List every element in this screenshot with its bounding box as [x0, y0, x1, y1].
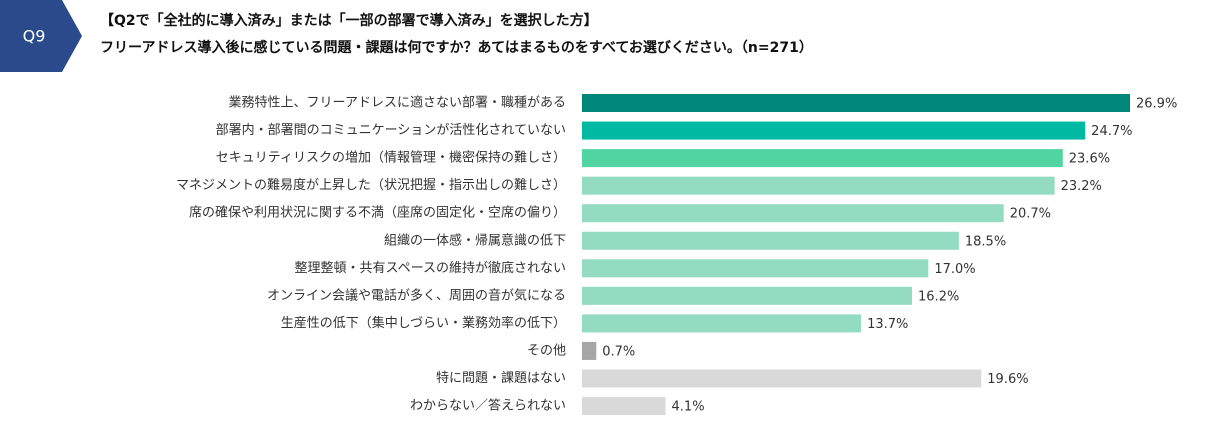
- bar: [582, 286, 913, 305]
- category-label: 整理整頓・共有スペースの維持が徹底されない: [295, 260, 566, 276]
- value-label: 13.7%: [867, 317, 908, 332]
- category-label: セキュリティリスクの増加（情報管理・機密保持の難しさ）: [216, 150, 566, 166]
- bar: [582, 397, 666, 416]
- value-label: 16.2%: [918, 289, 959, 304]
- chart-subtitle: フリーアドレス導入後に感じている問題・課題は何ですか？あてはまるものをすべてお選…: [100, 39, 813, 56]
- question-number: Q9: [23, 27, 46, 46]
- bar: [582, 231, 959, 250]
- category-label: その他: [527, 343, 566, 358]
- value-label: 23.2%: [1061, 179, 1102, 194]
- value-label: 4.1%: [672, 400, 705, 415]
- category-label: マネジメントの難易度が上昇した（状況把握・指示出しの難しさ）: [176, 177, 566, 193]
- category-label: オンライン会議や電話が多く、周囲の音が気になる: [267, 287, 566, 303]
- value-label: 20.7%: [1010, 207, 1051, 222]
- category-label: 業務特性上、フリーアドレスに適さない部署・職種がある: [229, 95, 566, 111]
- category-label: 生産性の低下（集中しづらい・業務効率の低下）: [281, 315, 566, 331]
- category-label: 部署内・部署間のコミュニケーションが活性化されていない: [216, 122, 566, 138]
- bar: [582, 341, 597, 360]
- bar: [582, 121, 1086, 140]
- value-label: 0.7%: [602, 344, 635, 359]
- category-label: わからない／答えられない: [410, 398, 566, 414]
- bar: [582, 259, 929, 278]
- value-label: 19.6%: [987, 372, 1028, 387]
- bar: [582, 94, 1130, 112]
- value-label: 18.5%: [965, 234, 1006, 249]
- question-badge: [0, 0, 82, 72]
- bar: [582, 314, 862, 333]
- value-label: 24.7%: [1091, 124, 1132, 139]
- bar: [582, 149, 1063, 168]
- bar: [582, 176, 1055, 195]
- value-label: 17.0%: [934, 262, 975, 277]
- category-label: 組織の一体感・帰属意識の低下: [384, 232, 566, 248]
- bar: [582, 369, 982, 388]
- category-label: 席の確保や利用状況に関する不満（座席の固定化・空席の偏り）: [189, 205, 566, 221]
- bar: [582, 204, 1004, 223]
- value-label: 26.9%: [1136, 97, 1177, 112]
- category-label: 特に問題・課題はない: [436, 370, 566, 386]
- value-label: 23.6%: [1069, 152, 1110, 167]
- chart-title: 【Q2で「全社的に導入済み」または「一部の部署で導入済み」を選択した方】: [100, 12, 598, 29]
